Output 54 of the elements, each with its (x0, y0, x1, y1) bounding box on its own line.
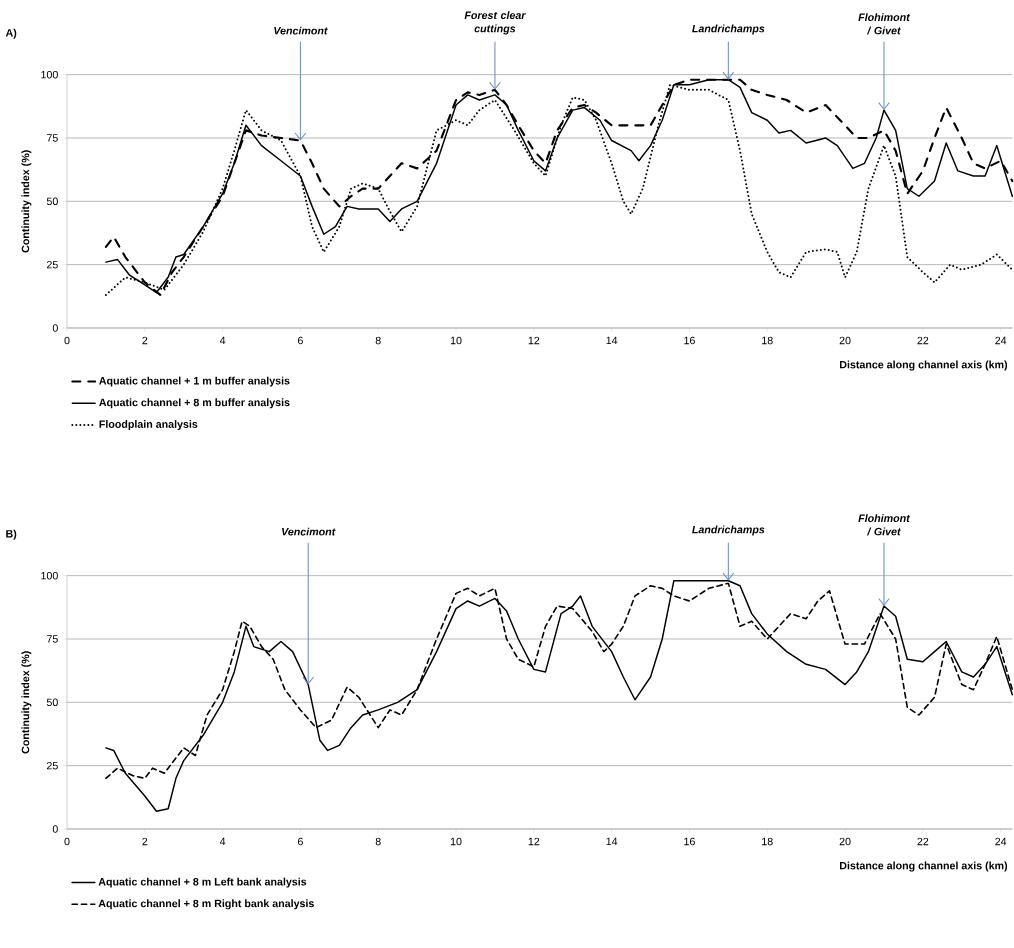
x-tick-label: 10 (450, 837, 462, 846)
annotation: Forest clear cuttings (464, 11, 526, 35)
x-tick-label: 24 (995, 336, 1007, 345)
x-tick-label: 8 (375, 837, 381, 846)
legend-label: Floodplain analysis (99, 420, 198, 431)
x-tick-label: 2 (142, 336, 148, 345)
x-tick-label: 6 (298, 837, 303, 846)
x-tick-label: 12 (528, 336, 540, 345)
x-tick-label: 16 (684, 336, 695, 345)
y-axis-title: Continuity index (%) (21, 651, 32, 754)
annotation: Vencimont (282, 527, 336, 536)
y-tick-label: 50 (46, 698, 58, 707)
y-axis-title: Continuity index (%) (21, 150, 32, 253)
annotation: Vencimont (274, 26, 328, 35)
x-tick-label: 24 (995, 837, 1007, 846)
y-tick-label: 0 (52, 825, 58, 833)
x-tick-label: 0 (64, 837, 70, 846)
x-tick-label: 14 (606, 336, 618, 345)
x-tick-label: 6 (298, 336, 303, 345)
legend-label: Aquatic channel + 1 m buffer analysis (99, 376, 290, 387)
annotation: Flohimont / Givet (858, 13, 911, 35)
x-tick-label: 2 (142, 837, 148, 846)
x-axis-title: Distance along channel axis (km) (839, 360, 1008, 371)
annotation: Landrichamps (692, 525, 765, 536)
x-axis-title: Distance along channel axis (km) (839, 861, 1008, 872)
x-tick-label: 20 (839, 837, 851, 846)
x-tick-label: 8 (375, 336, 381, 345)
x-tick-label: 22 (917, 837, 929, 846)
x-tick-label: 0 (64, 336, 70, 345)
y-tick-label: 75 (46, 635, 58, 643)
y-tick-label: 75 (46, 134, 58, 142)
y-tick-label: 100 (41, 70, 58, 79)
annotation: Landrichamps (692, 24, 765, 35)
legend-label: Aquatic channel + 8 m Right bank analysis (98, 899, 314, 910)
chart-title: A) (5, 28, 17, 39)
x-tick-label: 14 (606, 837, 618, 846)
x-tick-label: 16 (684, 837, 695, 846)
x-tick-label: 18 (762, 336, 773, 345)
annotation: Flohimont / Givet (858, 514, 911, 536)
x-tick-label: 10 (450, 336, 462, 345)
y-tick-label: 25 (46, 260, 58, 269)
chart-title: B) (6, 529, 17, 540)
x-tick-label: 18 (762, 837, 773, 846)
x-tick-label: 20 (839, 336, 851, 345)
x-tick-label: 12 (528, 837, 540, 846)
y-tick-label: 100 (41, 571, 58, 580)
y-tick-label: 0 (52, 324, 58, 332)
legend-label: Aquatic channel + 8 m buffer analysis (99, 398, 290, 409)
x-tick-label: 22 (917, 336, 929, 345)
legend-label: Aquatic channel + 8 m Left bank analysis (98, 877, 307, 888)
x-tick-label: 4 (219, 837, 226, 846)
x-tick-label: 4 (219, 336, 226, 345)
y-tick-label: 50 (46, 197, 58, 206)
y-tick-label: 25 (46, 761, 58, 770)
